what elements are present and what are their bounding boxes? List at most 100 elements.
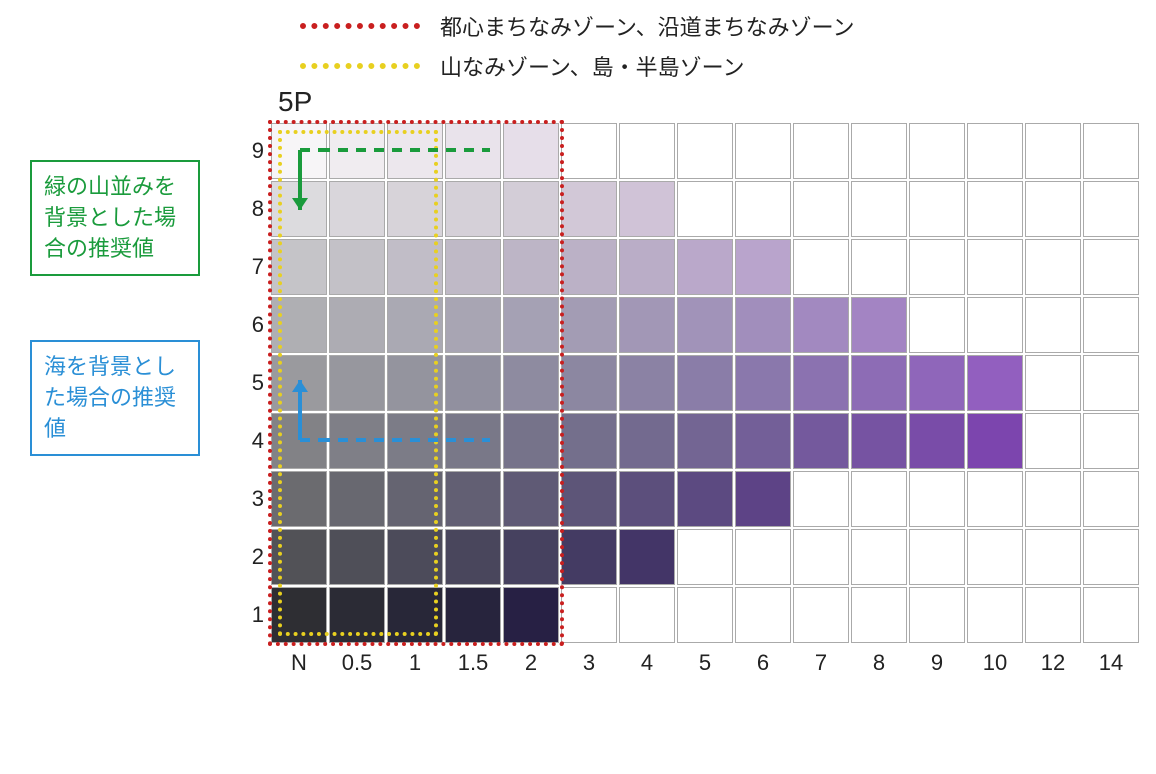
x-label: 1	[386, 650, 444, 676]
x-label: 0.5	[328, 650, 386, 676]
x-label: 14	[1082, 650, 1140, 676]
x-label: 5	[676, 650, 734, 676]
grid-cell	[619, 297, 675, 353]
grid-cell	[619, 239, 675, 295]
grid-cell	[677, 355, 733, 411]
y-label: 3	[240, 470, 264, 528]
grid-cell	[677, 297, 733, 353]
x-label: 7	[792, 650, 850, 676]
grid-cell	[677, 529, 733, 585]
legend-swatch-red	[300, 23, 420, 29]
grid-cell	[735, 297, 791, 353]
x-label: 6	[734, 650, 792, 676]
x-label: N	[270, 650, 328, 676]
grid-cell	[677, 413, 733, 469]
grid-cell	[561, 239, 617, 295]
grid-cell	[851, 413, 907, 469]
legend-row-yellow: 山なみゾーン、島・半島ゾーン	[300, 50, 854, 82]
grid-cell	[735, 181, 791, 237]
x-label: 10	[966, 650, 1024, 676]
x-label: 9	[908, 650, 966, 676]
x-label: 2	[502, 650, 560, 676]
grid-cell	[909, 123, 965, 179]
y-label: 2	[240, 528, 264, 586]
y-label: 5	[240, 354, 264, 412]
legend-swatch-yellow	[300, 63, 420, 69]
grid-cell	[1025, 239, 1081, 295]
grid-cell	[967, 587, 1023, 643]
grid-cell	[735, 123, 791, 179]
grid-cell	[909, 529, 965, 585]
grid-cell	[561, 413, 617, 469]
grid-cell	[1025, 123, 1081, 179]
grid-cell	[1025, 529, 1081, 585]
x-label: 4	[618, 650, 676, 676]
grid-cell	[793, 355, 849, 411]
grid-cell	[793, 123, 849, 179]
grid-cell	[851, 587, 907, 643]
grid-cell	[1083, 297, 1139, 353]
grid-cell	[561, 587, 617, 643]
grid-cell	[561, 471, 617, 527]
grid-cell	[967, 355, 1023, 411]
grid-cell	[561, 297, 617, 353]
grid-cell	[677, 123, 733, 179]
grid-cell	[677, 587, 733, 643]
grid-cell	[793, 413, 849, 469]
y-axis-labels: 987654321	[240, 122, 264, 644]
grid-cell	[909, 181, 965, 237]
grid-cell	[1083, 123, 1139, 179]
side-box-green-text: 緑の山並みを背景とした場合の推奨値	[44, 174, 176, 261]
grid-cell	[1083, 529, 1139, 585]
grid-cell	[909, 239, 965, 295]
grid-cell	[793, 529, 849, 585]
grid-cell	[1083, 239, 1139, 295]
grid-cell	[1083, 471, 1139, 527]
zone-yellow-box	[278, 130, 438, 636]
x-label: 3	[560, 650, 618, 676]
grid-cell	[967, 123, 1023, 179]
y-label: 7	[240, 238, 264, 296]
grid-cell	[1025, 471, 1081, 527]
grid-cell	[909, 355, 965, 411]
grid-cell	[735, 587, 791, 643]
x-label: 1.5	[444, 650, 502, 676]
chart-title: 5P	[278, 86, 312, 118]
side-box-green: 緑の山並みを背景とした場合の推奨値	[30, 160, 200, 276]
grid-cell	[735, 529, 791, 585]
grid-cell	[793, 239, 849, 295]
grid-cell	[851, 471, 907, 527]
grid-cell	[561, 529, 617, 585]
grid-cell	[735, 413, 791, 469]
grid-cell	[677, 471, 733, 527]
side-box-blue-text: 海を背景とした場合の推奨値	[44, 354, 176, 441]
grid-cell	[1083, 587, 1139, 643]
grid-cell	[677, 239, 733, 295]
x-label: 12	[1024, 650, 1082, 676]
legend-label-red: 都心まちなみゾーン、沿道まちなみゾーン	[440, 10, 854, 42]
grid-cell	[1083, 355, 1139, 411]
grid-cell	[561, 355, 617, 411]
side-box-blue: 海を背景とした場合の推奨値	[30, 340, 200, 456]
grid-cell	[793, 471, 849, 527]
x-axis-labels: N0.511.523456789101214	[270, 650, 1140, 676]
y-label: 1	[240, 586, 264, 644]
grid-cell	[909, 471, 965, 527]
grid-cell	[561, 181, 617, 237]
grid-cell	[1025, 587, 1081, 643]
grid-cell	[619, 471, 675, 527]
grid-cell	[851, 355, 907, 411]
grid-cell	[677, 181, 733, 237]
x-label: 8	[850, 650, 908, 676]
grid-cell	[909, 413, 965, 469]
grid-cell	[1025, 355, 1081, 411]
grid-cell	[793, 181, 849, 237]
grid-cell	[619, 587, 675, 643]
y-label: 8	[240, 180, 264, 238]
grid-cell	[619, 355, 675, 411]
grid-cell	[851, 239, 907, 295]
y-label: 9	[240, 122, 264, 180]
grid-cell	[561, 123, 617, 179]
grid-cell	[851, 529, 907, 585]
grid-cell	[619, 529, 675, 585]
